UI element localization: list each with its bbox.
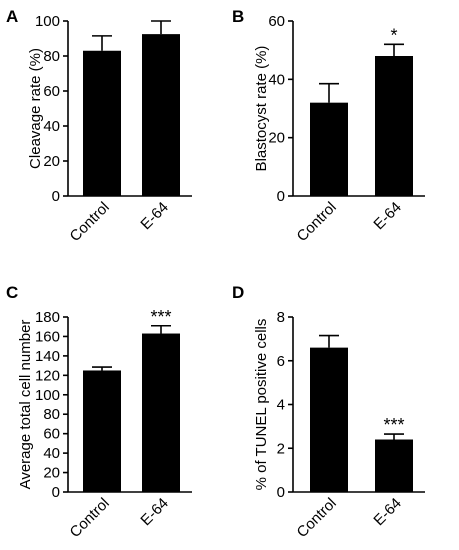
panel-letter: B [232, 7, 244, 26]
bar-control [310, 347, 348, 492]
category-label: E-64 [370, 495, 404, 529]
y-tick-label: 8 [277, 309, 285, 326]
error-bar [151, 324, 171, 334]
y-tick-label: 180 [35, 309, 60, 326]
bar-e-64 [375, 56, 413, 196]
y-tick-label: 120 [35, 367, 60, 384]
y-axis-label: % of TUNEL positive cells [253, 319, 270, 491]
bar-e-64 [142, 34, 180, 196]
y-tick-label: 0 [52, 188, 60, 205]
y-tick-label: 60 [43, 83, 60, 100]
error-bar [384, 43, 404, 56]
y-tick-label: 80 [43, 406, 60, 423]
bar-e-64 [375, 439, 413, 492]
y-tick-label: 40 [43, 445, 60, 462]
bar-control [83, 50, 121, 196]
y-tick-label: 40 [43, 118, 60, 135]
y-tick-label: 2 [277, 440, 285, 457]
y-tick-label: 0 [277, 484, 285, 501]
y-axis-label: Cleavage rate (%) [27, 48, 44, 169]
y-tick-label: 80 [43, 48, 60, 65]
y-tick-label: 60 [268, 13, 285, 30]
y-tick-label: 20 [43, 465, 60, 482]
y-tick-label: 60 [43, 426, 60, 443]
y-tick-label: 0 [52, 484, 60, 501]
y-tick-label: 20 [268, 130, 285, 147]
category-label: Control [294, 495, 340, 541]
panel-a: A Control E-64 0 20 40 60 80 100 Cleavage rate (%… [6, 7, 192, 245]
error-bar [319, 82, 339, 103]
error-bar [384, 433, 404, 440]
category-label: E-64 [137, 495, 171, 529]
significance-marker: *** [383, 415, 404, 435]
panel-c: C Control *** E-64 0 20 40 60 80 100 120 140 160 180A… [6, 283, 192, 541]
y-tick-label: 4 [277, 397, 285, 414]
category-label: Control [294, 199, 340, 245]
panel-letter: C [6, 283, 18, 302]
panel-b: B Control * E-64 0 20 40 60 Blastocyst rate (%) [232, 7, 425, 245]
error-bar [151, 20, 171, 35]
y-tick-label: 140 [35, 348, 60, 365]
significance-marker: * [390, 25, 397, 45]
panel-letter: A [6, 7, 18, 26]
significance-marker: *** [150, 307, 171, 327]
category-label: E-64 [370, 199, 404, 233]
panel-d: D Control *** E-64 0 2 4 6 8 % of TUNEL positive … [232, 283, 425, 541]
bar-control [83, 370, 121, 492]
bar-control [310, 102, 348, 196]
y-tick-label: 6 [277, 353, 285, 370]
y-tick-label: 100 [35, 13, 60, 30]
y-tick-label: 0 [277, 188, 285, 205]
y-tick-label: 40 [268, 71, 285, 88]
panel-letter: D [232, 283, 244, 302]
y-axis-label: Blastocyst rate (%) [253, 46, 270, 172]
y-tick-label: 160 [35, 328, 60, 345]
error-bar [92, 35, 112, 51]
error-bar [92, 366, 112, 371]
y-tick-label: 100 [35, 387, 60, 404]
bar-e-64 [142, 333, 180, 492]
category-label: Control [67, 495, 113, 541]
category-label: E-64 [137, 199, 171, 233]
error-bar [319, 334, 339, 348]
category-label: Control [67, 199, 113, 245]
y-axis-label: Average total cell number [17, 320, 34, 490]
y-tick-label: 20 [43, 153, 60, 170]
